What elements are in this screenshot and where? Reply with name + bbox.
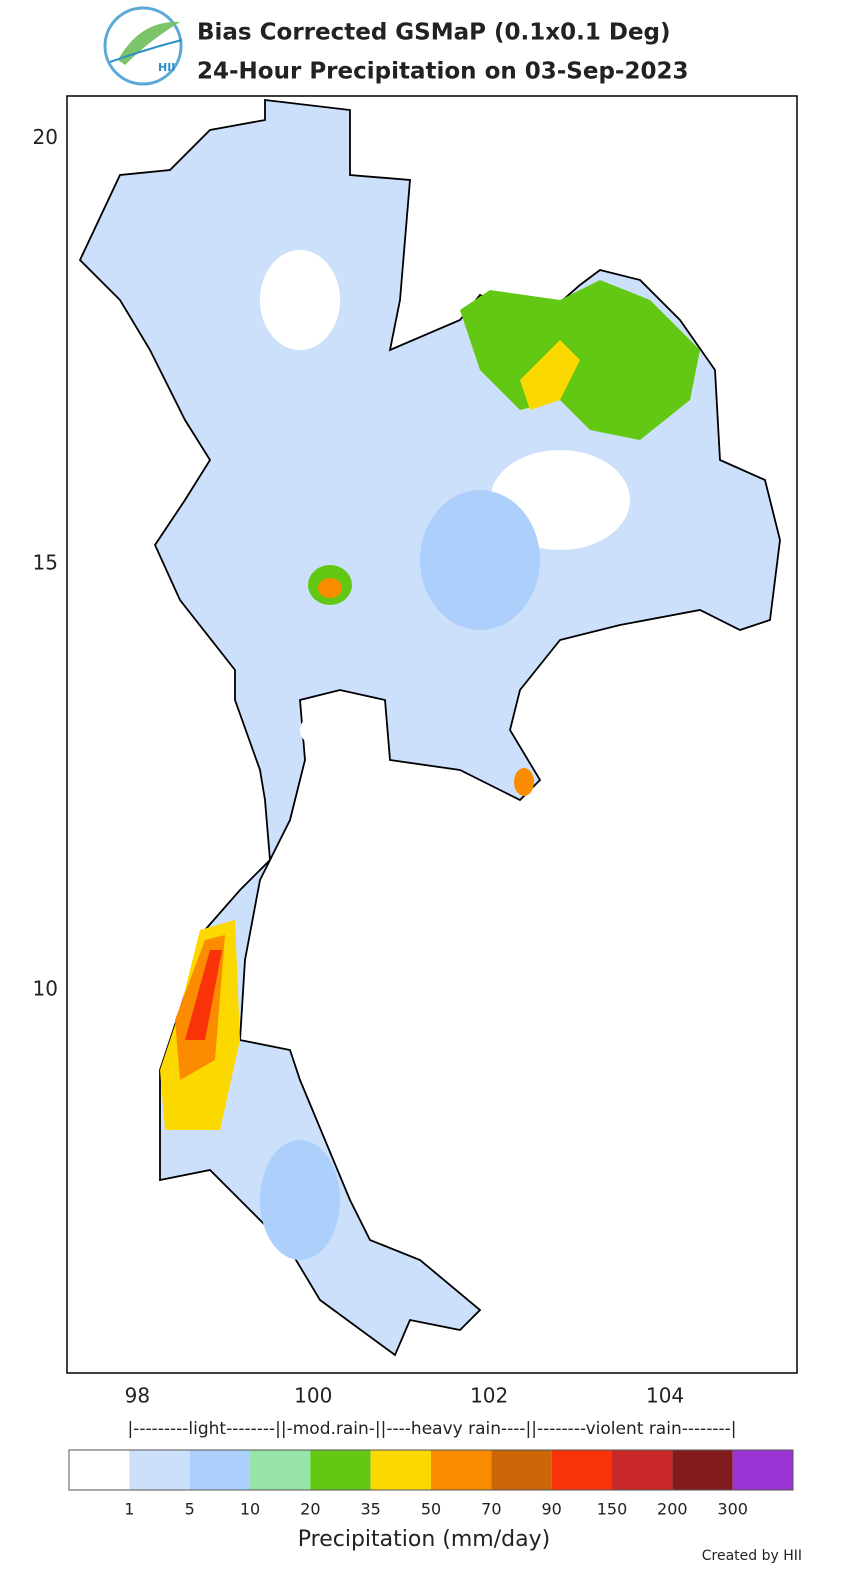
legend-swatch [129, 1450, 190, 1490]
legend-swatch [732, 1450, 793, 1490]
lat-tick-label: 10 [33, 976, 58, 1000]
colorbar-tick-label: 5 [185, 1500, 195, 1519]
legend-swatch [431, 1450, 492, 1490]
colorbar-tick-label: 1 [124, 1500, 134, 1519]
colorbar-tick-label: 10 [240, 1500, 260, 1519]
rain-area [185, 950, 222, 1040]
legend-swatch [672, 1450, 733, 1490]
colorbar-tick-label: 35 [360, 1500, 380, 1519]
rain-area [514, 768, 534, 796]
legend-swatch [370, 1450, 431, 1490]
colorbar-tick-label: 300 [717, 1500, 748, 1519]
dry-area [260, 250, 340, 350]
colorbar-tick-label: 20 [300, 1500, 320, 1519]
lat-tick-label: 15 [33, 551, 58, 575]
dry-area [300, 710, 360, 750]
credit: Created by HII [702, 1548, 802, 1564]
rain-area [260, 1140, 340, 1260]
colorbar-tick-label: 70 [481, 1500, 501, 1519]
map [78, 98, 781, 1357]
title: Bias Corrected GSMaP (0.1x0.1 Deg) [197, 20, 671, 46]
colorbar-tick-label: 90 [541, 1500, 561, 1519]
rain-area [520, 340, 580, 410]
colorbar-tick-label: 150 [597, 1500, 628, 1519]
colorbar-frame [68, 1449, 794, 1491]
logo: HII [103, 6, 183, 86]
legend-classes: |---------light--------||-mod.rain-||---… [127, 1419, 736, 1439]
lon-tick-label: 104 [646, 1384, 684, 1408]
legend-swatch [250, 1450, 311, 1490]
legend-swatch [69, 1450, 130, 1490]
logo-text: HII [158, 61, 175, 74]
legend-swatch [551, 1450, 612, 1490]
legend-swatch [310, 1450, 371, 1490]
legend-swatch [491, 1450, 552, 1490]
legend-swatch [189, 1450, 250, 1490]
legend-swatch [612, 1450, 673, 1490]
rain-area [318, 578, 342, 598]
lon-tick-label: 100 [294, 1384, 332, 1408]
colorbar-tick-label: 50 [421, 1500, 441, 1519]
lat-tick-label: 20 [33, 125, 58, 149]
lon-tick-label: 98 [125, 1384, 150, 1408]
legend-label: Precipitation (mm/day) [298, 1527, 550, 1552]
lon-tick-label: 102 [470, 1384, 508, 1408]
subtitle: 24-Hour Precipitation on 03-Sep-2023 [197, 59, 689, 85]
rain-area [420, 490, 540, 630]
colorbar-tick-label: 200 [657, 1500, 688, 1519]
